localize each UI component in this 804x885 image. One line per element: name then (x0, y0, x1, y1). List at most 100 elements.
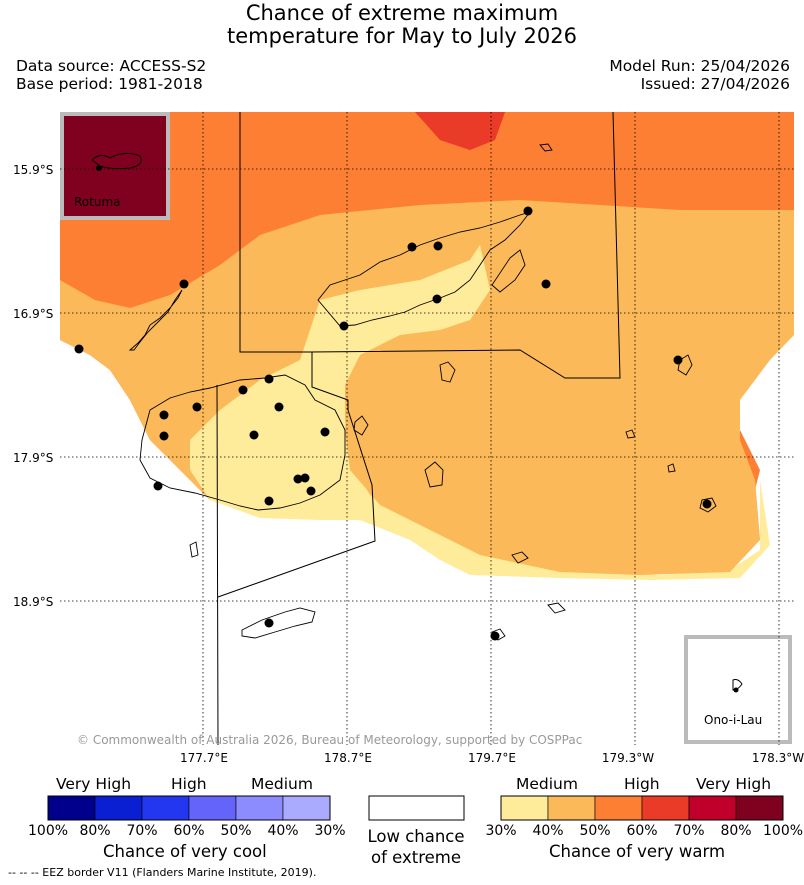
lakeba-island (699, 497, 717, 513)
shade-30-40 (190, 245, 770, 580)
lon-label-4: 178.3°W (752, 751, 804, 765)
data-source: Data source: ACCESS-S2 (16, 57, 207, 75)
title-line-2: temperature for May to July 2026 (227, 24, 577, 48)
rotuma-inset-box (60, 112, 170, 220)
warm-bar-frame (500, 795, 784, 821)
warm-swatches (500, 795, 784, 821)
warm-legend-title: Chance of very warm (549, 842, 726, 861)
warm-percent-label: 100% (763, 823, 804, 839)
shade-40-50-east (345, 345, 760, 575)
station-dot (432, 294, 442, 304)
ono-station-dot (733, 687, 739, 693)
station-dot (702, 499, 712, 509)
western-boundary (216, 384, 219, 746)
warm-swatch (641, 795, 690, 821)
station-dot (264, 618, 274, 628)
cool-swatch (235, 795, 284, 821)
station-dot (238, 385, 248, 395)
cool-swatch (141, 795, 190, 821)
cool-legend (47, 795, 331, 821)
warm-probability-shading (60, 112, 794, 580)
rotuma-label: Rotuma (74, 195, 121, 209)
cool-swatch (94, 795, 143, 821)
cool-swatch (282, 795, 331, 821)
warm-swatch (500, 795, 549, 821)
taveuni-island (491, 249, 526, 293)
lon-label-0: 177.7°E (180, 751, 228, 765)
vanua-levu-island (317, 211, 532, 327)
model-run: Model Run: 25/04/2026 (609, 57, 790, 75)
warm-cat-medium: Medium (516, 775, 578, 793)
station-dot (159, 431, 169, 441)
warm-percent-label: 80% (720, 823, 752, 839)
central-boundary (217, 352, 376, 598)
islands (128, 143, 717, 641)
cool-bar-frame (47, 795, 331, 821)
lon-label-2: 179.7°E (468, 751, 516, 765)
northern-boundary (239, 111, 621, 379)
warm-swatch (594, 795, 643, 821)
station-markers (74, 206, 712, 641)
issued-date: Issued: 27/04/2026 (640, 75, 790, 93)
low-chance-swatch (368, 795, 465, 821)
station-dot (306, 486, 316, 496)
cool-cat-very-high: Very High (56, 775, 132, 793)
meta-right: Model Run: 25/04/2026 Issued: 27/04/2026 (609, 57, 790, 93)
station-dot (523, 206, 533, 216)
base-period: Base period: 1981-2018 (16, 75, 203, 93)
station-dot (159, 410, 169, 420)
station-dot (339, 321, 349, 331)
rotuma-inset: Rotuma (60, 112, 170, 220)
cool-percent-label: 30% (314, 823, 346, 839)
station-dot (192, 402, 202, 412)
warm-percent-label: 30% (485, 823, 517, 839)
graticule (60, 112, 794, 745)
low-chance-line-2: of extreme (370, 848, 462, 867)
warm-percent-label: 40% (532, 823, 564, 839)
cool-swatch (188, 795, 237, 821)
cool-cat-medium: Medium (251, 775, 313, 793)
warm-cat-high: High (624, 775, 660, 793)
qamea-island (539, 143, 553, 152)
koro-island (439, 361, 456, 383)
warm-percent-label: 70% (673, 823, 705, 839)
warm-percent-label: 60% (626, 823, 658, 839)
station-dot (673, 355, 683, 365)
lau-island-a (677, 354, 693, 376)
station-dot (300, 473, 310, 483)
lau-island-c (667, 463, 676, 473)
station-dot (274, 402, 284, 412)
low-chance-legend (368, 795, 465, 821)
cool-swatch (47, 795, 96, 821)
ono-i-lau-inset: Ono-i-Lau (684, 635, 792, 744)
nairai-island (353, 415, 369, 436)
ono-label: Ono-i-Lau (704, 713, 762, 727)
gau-island (424, 461, 444, 488)
warm-swatch (688, 795, 737, 821)
station-dot (320, 427, 330, 437)
station-dot (264, 374, 274, 384)
totoya-island (547, 602, 566, 614)
cool-percent-label: 40% (267, 823, 299, 839)
warm-percent-label: 50% (579, 823, 611, 839)
lon-labels: 177.7°E 178.7°E 179.7°E 179.3°W 178.3°W (180, 751, 804, 765)
lon-label-3: 179.3°W (602, 751, 654, 765)
station-dot (264, 496, 274, 506)
lat-labels: 15.9°S 16.9°S 17.9°S 18.9°S (13, 163, 53, 609)
low-chance-line-1: Low chance (367, 827, 465, 846)
lat-label-0: 15.9°S (13, 163, 53, 177)
cool-percent-label: 100% (28, 823, 69, 839)
district-boundaries (216, 111, 621, 746)
station-dot (153, 481, 163, 491)
station-dot (490, 631, 500, 641)
rotuma-station-dot (96, 165, 102, 171)
meta-left: Data source: ACCESS-S2 Base period: 1981… (16, 57, 206, 93)
vatulele-island (189, 541, 199, 558)
cool-percent-label: 60% (173, 823, 205, 839)
station-dot (541, 279, 551, 289)
yasawa-island (128, 289, 183, 351)
warm-swatch (547, 795, 596, 821)
cool-percent-label: 70% (126, 823, 158, 839)
shade-60-70 (415, 112, 505, 150)
